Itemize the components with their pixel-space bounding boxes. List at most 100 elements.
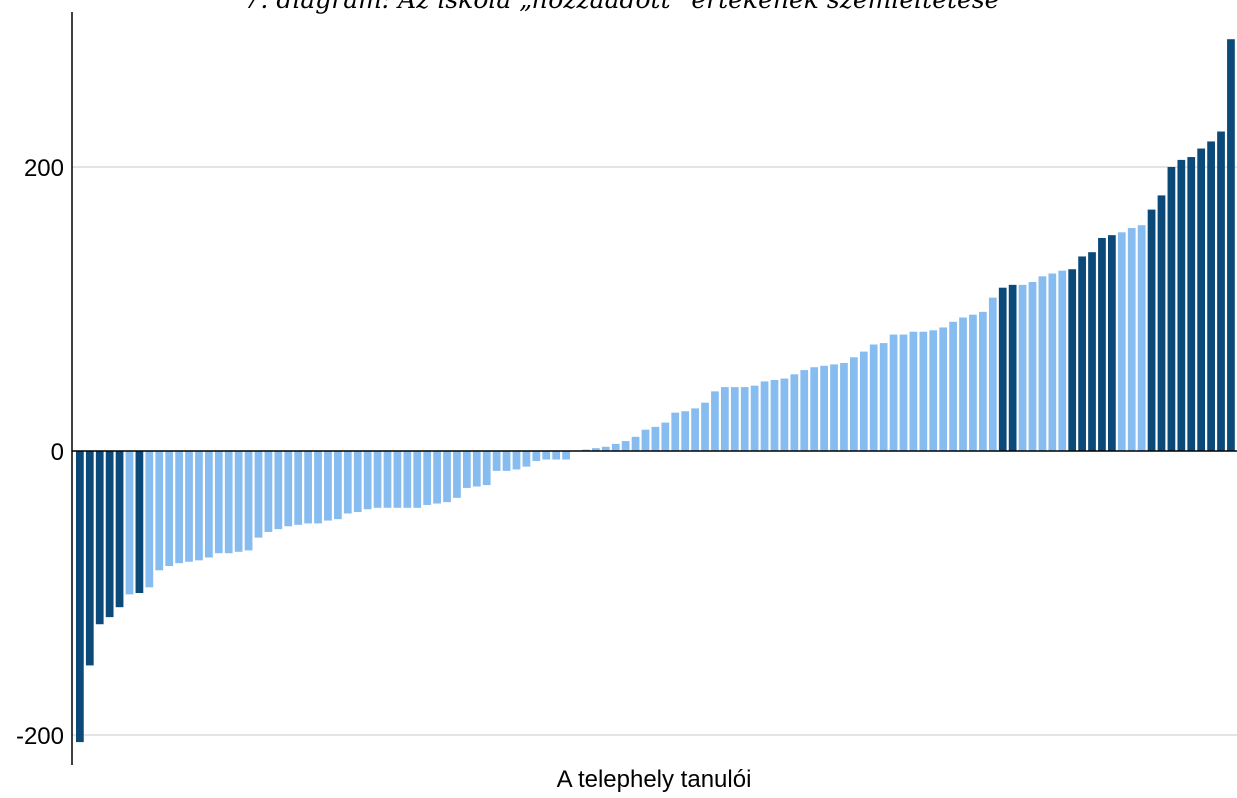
bar bbox=[334, 451, 342, 520]
bar bbox=[413, 451, 422, 508]
bar bbox=[998, 287, 1007, 451]
bar bbox=[671, 412, 680, 451]
bar bbox=[631, 436, 640, 451]
bar bbox=[1167, 167, 1176, 451]
bar bbox=[85, 451, 94, 666]
bar bbox=[592, 448, 600, 451]
bar bbox=[532, 451, 541, 461]
bar bbox=[512, 451, 521, 470]
gridlines bbox=[72, 166, 1237, 736]
bar bbox=[1207, 141, 1215, 451]
bar bbox=[879, 343, 888, 451]
bar bbox=[711, 391, 719, 451]
bar bbox=[1117, 232, 1126, 451]
bar bbox=[552, 451, 561, 460]
bar bbox=[1038, 276, 1047, 451]
bar bbox=[919, 331, 928, 451]
bar bbox=[145, 451, 154, 588]
bar bbox=[353, 451, 362, 513]
bar bbox=[492, 451, 501, 471]
bar bbox=[869, 344, 878, 451]
bar bbox=[800, 370, 809, 451]
bar bbox=[810, 367, 819, 451]
bar bbox=[969, 314, 977, 451]
bar bbox=[433, 451, 441, 504]
bar bbox=[224, 451, 233, 554]
y-tick-label: 0 bbox=[51, 439, 64, 466]
bar bbox=[949, 321, 957, 451]
bar bbox=[1108, 235, 1116, 451]
bar bbox=[383, 451, 392, 508]
bar bbox=[820, 365, 828, 451]
bar bbox=[482, 451, 491, 486]
chart-title: 7. diagram: Az iskola „hozzáadott” érték… bbox=[245, 0, 1000, 14]
y-axis-ticks: -200 0 200 bbox=[16, 155, 64, 750]
bar bbox=[95, 451, 104, 625]
bar bbox=[1147, 209, 1156, 451]
bar bbox=[1127, 228, 1136, 451]
bar bbox=[363, 451, 372, 510]
bar bbox=[522, 451, 531, 467]
bar bbox=[889, 334, 898, 451]
bar bbox=[859, 351, 868, 451]
bar bbox=[750, 385, 759, 451]
bar bbox=[691, 408, 699, 451]
bar bbox=[274, 451, 283, 530]
bar bbox=[899, 334, 908, 451]
bar bbox=[929, 330, 938, 451]
bar bbox=[443, 451, 451, 503]
bar bbox=[155, 451, 164, 571]
bar bbox=[760, 381, 769, 451]
bar bbox=[1137, 225, 1146, 451]
bar bbox=[740, 387, 749, 451]
bar bbox=[1028, 282, 1037, 451]
bar bbox=[165, 451, 174, 567]
bar bbox=[1018, 284, 1027, 451]
bar bbox=[701, 402, 709, 451]
bar bbox=[601, 446, 610, 451]
bar bbox=[185, 451, 193, 562]
bar bbox=[175, 451, 183, 564]
bar bbox=[125, 451, 134, 595]
bar bbox=[939, 327, 948, 451]
bar bbox=[988, 297, 997, 451]
bar bbox=[1157, 195, 1166, 451]
bar bbox=[721, 387, 729, 451]
bar bbox=[403, 451, 412, 508]
y-tick-label: -200 bbox=[16, 723, 64, 750]
bar bbox=[373, 451, 382, 508]
bar bbox=[840, 362, 848, 451]
bar bbox=[254, 451, 263, 538]
bar bbox=[730, 387, 739, 451]
bar bbox=[284, 451, 293, 527]
bar bbox=[1088, 252, 1096, 451]
bar bbox=[214, 451, 223, 554]
bar bbox=[830, 364, 838, 451]
bar bbox=[1177, 159, 1186, 451]
bar bbox=[681, 411, 690, 451]
bar bbox=[502, 451, 511, 471]
bar bbox=[542, 451, 551, 460]
bar bbox=[770, 380, 779, 451]
bar bbox=[1217, 131, 1225, 451]
bar bbox=[453, 451, 461, 498]
bar bbox=[641, 429, 650, 451]
bar bbox=[1008, 284, 1017, 451]
bar bbox=[1187, 157, 1196, 451]
bars bbox=[76, 39, 1235, 743]
bar bbox=[651, 426, 660, 451]
bar bbox=[1068, 269, 1077, 451]
bar bbox=[850, 357, 858, 451]
y-tick-label: 200 bbox=[24, 155, 64, 182]
bar bbox=[244, 451, 253, 551]
bar bbox=[621, 441, 630, 451]
bar bbox=[959, 317, 967, 451]
bar bbox=[790, 374, 799, 451]
bar bbox=[135, 451, 144, 593]
bar bbox=[304, 451, 312, 524]
bar bbox=[463, 451, 471, 488]
bar bbox=[780, 378, 789, 451]
bar bbox=[234, 451, 243, 552]
bar bbox=[1048, 273, 1057, 451]
